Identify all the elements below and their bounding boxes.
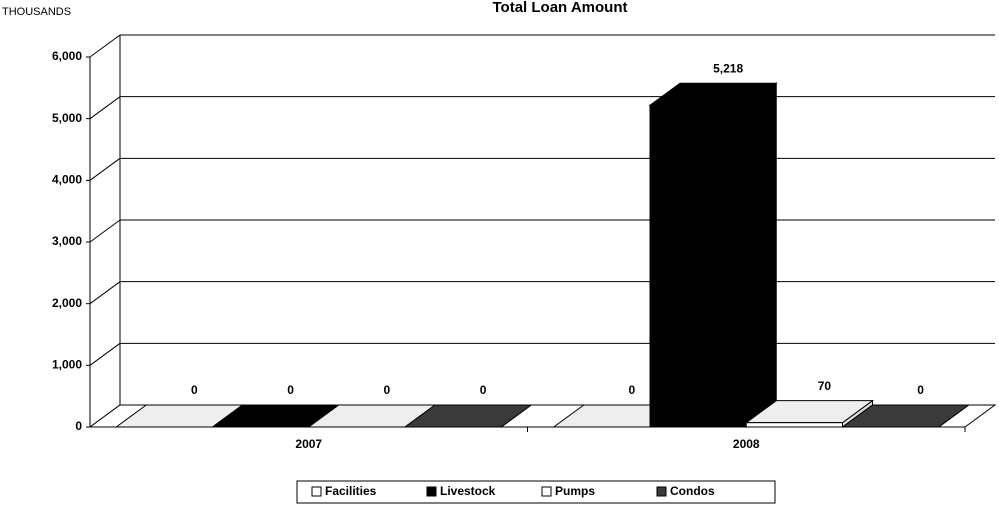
side-grid-line: [89, 342, 121, 366]
side-grid-line: [89, 34, 121, 58]
x-tick-label: 2007: [295, 437, 322, 451]
bar-side: [745, 82, 777, 428]
bar-3d: [840, 404, 971, 428]
data-label: 70: [818, 379, 832, 393]
legend-label: Facilities: [325, 484, 377, 498]
data-label: 0: [287, 383, 294, 397]
y-tick-label: 2,000: [52, 296, 82, 310]
legend-swatch: [311, 486, 322, 497]
chart-title: Total Loan Amount: [493, 0, 628, 16]
legend-swatch: [656, 486, 667, 497]
y-tick-label: 0: [75, 419, 82, 433]
y-tick-label: 1,000: [52, 358, 82, 372]
y-tick-label: 4,000: [52, 173, 82, 187]
legend-swatch: [426, 486, 437, 497]
y-tick-label: 5,000: [52, 111, 82, 125]
bar-top: [840, 404, 971, 428]
bar-3d: [648, 82, 778, 428]
legend-label: Condos: [670, 484, 715, 498]
y-tick-label: 6,000: [52, 49, 82, 63]
side-grid-line: [89, 96, 121, 120]
data-label: 0: [917, 383, 924, 397]
y-axis-label: THOUSANDS: [2, 6, 71, 18]
legend-label: Pumps: [555, 484, 595, 498]
data-label: 0: [191, 383, 198, 397]
x-tick-label: 2008: [733, 437, 760, 451]
legend-swatch: [541, 486, 552, 497]
legend-label: Livestock: [440, 484, 496, 498]
side-grid-line: [89, 281, 121, 305]
data-label: 0: [480, 383, 487, 397]
data-label: 0: [384, 383, 391, 397]
legend-box: [296, 480, 776, 504]
bar-front: [745, 422, 843, 428]
data-label: 5,218: [713, 61, 743, 75]
side-grid-line: [89, 157, 121, 181]
side-grid-line: [89, 219, 121, 243]
data-label: 0: [629, 383, 636, 397]
bar-3d: [744, 399, 875, 428]
y-tick-label: 3,000: [52, 234, 82, 248]
bar-top: [403, 404, 533, 428]
bar-3d: [403, 404, 533, 428]
bar-front: [649, 104, 747, 428]
